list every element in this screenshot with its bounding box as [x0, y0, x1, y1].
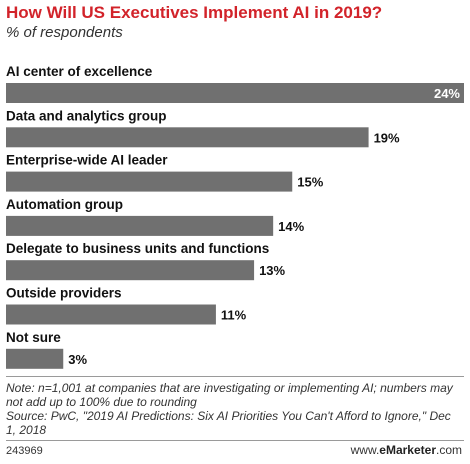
- category-label: Outside providers: [6, 286, 122, 301]
- footer-divider-top: [6, 376, 464, 377]
- category-label: Enterprise-wide AI leader: [6, 153, 168, 168]
- note-text: Note: n=1,001 at companies that are inve…: [6, 381, 453, 409]
- value-label: 13%: [259, 263, 285, 278]
- footer-divider-bottom: [6, 440, 464, 441]
- bar: [6, 304, 216, 325]
- value-label: 19%: [374, 130, 400, 145]
- value-label: 15%: [297, 175, 323, 190]
- chart-id: 243969: [6, 445, 43, 457]
- bar: [6, 127, 369, 148]
- value-label: 14%: [278, 219, 304, 234]
- category-label: Not sure: [6, 330, 61, 345]
- brand-prefix: www.: [350, 443, 380, 457]
- chart-title: How Will US Executives Implement AI in 2…: [6, 3, 383, 22]
- source-text: Source: PwC, "2019 AI Predictions: Six A…: [6, 409, 451, 437]
- footer-notes: Note: n=1,001 at companies that are inve…: [6, 381, 464, 437]
- category-label: Data and analytics group: [6, 108, 167, 123]
- category-label: AI center of excellence: [6, 64, 153, 79]
- chart-subtitle: % of respondents: [6, 24, 123, 41]
- brand-name: eMarketer: [379, 443, 436, 457]
- bar: [6, 260, 255, 281]
- bar-chart: AI center of excellence 24% Data and analy…: [6, 64, 464, 369]
- category-label: Delegate to business units and functions: [6, 241, 269, 256]
- brand-link[interactable]: www.eMarketer.com: [351, 443, 462, 457]
- bar: [6, 171, 293, 192]
- category-label: Automation group: [6, 197, 123, 212]
- brand-suffix: .com: [435, 443, 462, 457]
- bar: [6, 348, 64, 369]
- bar: [6, 215, 274, 236]
- bar: [6, 83, 464, 103]
- value-label: 3%: [68, 352, 87, 367]
- value-label: 24%: [434, 86, 460, 101]
- value-label: 11%: [221, 308, 247, 323]
